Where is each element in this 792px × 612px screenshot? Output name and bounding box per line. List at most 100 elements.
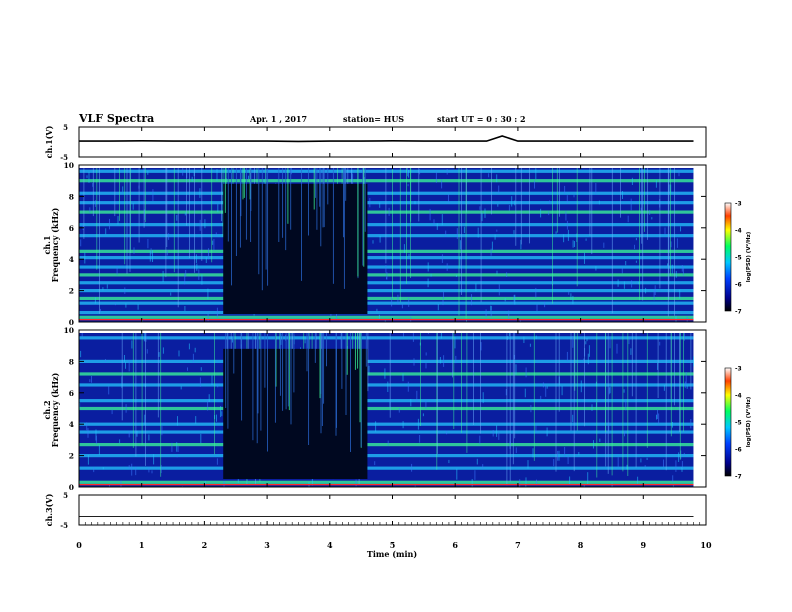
noise-speck <box>213 238 215 251</box>
noise-speck <box>561 385 563 396</box>
noise-speck <box>95 429 97 441</box>
noise-speck <box>430 273 432 277</box>
noise-speck <box>459 256 461 269</box>
freq-tick-label: 2 <box>69 287 74 296</box>
noise-speck <box>684 381 686 389</box>
freq-tick-label: 10 <box>64 326 74 335</box>
frequency-band <box>79 359 694 363</box>
noise-speck <box>188 343 190 350</box>
noise-speck <box>593 440 594 449</box>
ch3-ytick-top: 5 <box>63 491 68 500</box>
noise-speck <box>569 476 571 485</box>
frequency-band <box>79 372 694 376</box>
noise-speck <box>148 434 150 441</box>
noise-speck <box>553 459 555 467</box>
ch2-freq-ylabel: Frequency (kHz) <box>50 372 60 447</box>
noise-speck <box>427 333 429 335</box>
noise-speck <box>196 263 198 271</box>
noise-speck <box>368 365 370 375</box>
noise-speck <box>585 341 587 345</box>
noise-speck <box>448 459 450 464</box>
noise-speck <box>280 333 282 345</box>
noise-speck <box>482 392 484 404</box>
freq-tick-label: 4 <box>69 255 74 264</box>
noise-speck <box>161 425 163 436</box>
noise-speck <box>474 470 476 480</box>
noise-speck <box>402 421 404 429</box>
colorbar-tick-label: -4 <box>735 228 742 235</box>
noise-speck <box>675 315 677 322</box>
noise-speck <box>572 414 574 423</box>
noise-speck <box>128 359 130 372</box>
ch1-colorbar-ticks: -3 -4 -5 -6 -7 <box>735 201 742 316</box>
colorbar-tick-label: -4 <box>735 393 742 400</box>
colorbar-tick-label: -7 <box>735 474 742 481</box>
noise-speck <box>176 214 178 221</box>
ch2-channel-label: ch.2 <box>42 400 52 419</box>
noise-speck <box>408 297 410 307</box>
noise-speck <box>215 232 217 237</box>
noise-speck <box>403 244 405 254</box>
noise-speck <box>625 398 627 411</box>
noise-speck <box>498 431 500 440</box>
noise-speck <box>456 228 458 239</box>
noise-speck <box>586 338 588 342</box>
noise-speck <box>116 266 118 276</box>
noise-speck <box>184 273 186 285</box>
noise-speck <box>372 240 374 244</box>
noise-speck <box>419 435 421 443</box>
noise-speck <box>686 385 688 389</box>
noise-speck <box>630 348 632 355</box>
ch1-freq-ticks: 0 2 4 6 8 10 <box>64 161 706 327</box>
noise-speck <box>496 229 498 232</box>
noise-speck <box>102 287 104 291</box>
noise-speck <box>672 485 674 487</box>
noise-speck <box>624 431 625 437</box>
noise-speck <box>567 229 569 241</box>
noise-speck <box>497 204 499 207</box>
frequency-band <box>79 383 694 387</box>
noise-speck <box>435 171 437 183</box>
noise-speck <box>645 287 647 294</box>
noise-speck <box>216 414 217 422</box>
noise-speck <box>150 248 152 255</box>
noise-speck <box>187 367 188 371</box>
noise-speck <box>479 435 481 445</box>
ch1-waveform-trace <box>79 135 694 143</box>
noise-speck <box>506 272 508 277</box>
ch1-waveform-panel: 5 -5 ch.1(V) <box>44 123 707 162</box>
noise-speck <box>471 294 472 306</box>
noise-speck <box>198 269 200 280</box>
noise-speck <box>407 184 409 187</box>
ch2-spectrogram-image <box>79 333 706 487</box>
noise-speck <box>162 270 164 282</box>
noise-speck <box>145 333 147 342</box>
noise-speck <box>546 386 548 389</box>
quiet-interval <box>223 183 368 314</box>
frequency-band <box>79 273 694 277</box>
noise-speck <box>379 202 381 208</box>
noise-speck <box>637 476 639 484</box>
noise-speck <box>108 386 110 395</box>
ch2-colorbar-label: log(PSD) (V²/Hz) <box>745 396 752 447</box>
noise-speck <box>565 211 567 221</box>
noise-speck <box>646 457 648 460</box>
noise-speck <box>542 382 544 388</box>
colorbar-tick-label: -6 <box>735 282 742 289</box>
noise-speck <box>555 231 557 234</box>
freq-tick-label: 6 <box>69 224 74 233</box>
noise-speck <box>471 479 473 487</box>
noise-speck <box>391 297 393 307</box>
noise-speck <box>628 336 630 345</box>
noise-speck <box>623 281 625 289</box>
colorbar-tick-label: -6 <box>735 447 742 454</box>
noise-speck <box>200 367 202 371</box>
noise-speck <box>490 306 492 311</box>
noise-speck <box>147 238 149 249</box>
noise-speck <box>445 230 447 237</box>
noise-speck <box>86 422 88 431</box>
time-tick-label: 10 <box>700 540 712 550</box>
ch3-ytick-bottom: -5 <box>60 521 68 530</box>
noise-speck <box>446 169 448 175</box>
